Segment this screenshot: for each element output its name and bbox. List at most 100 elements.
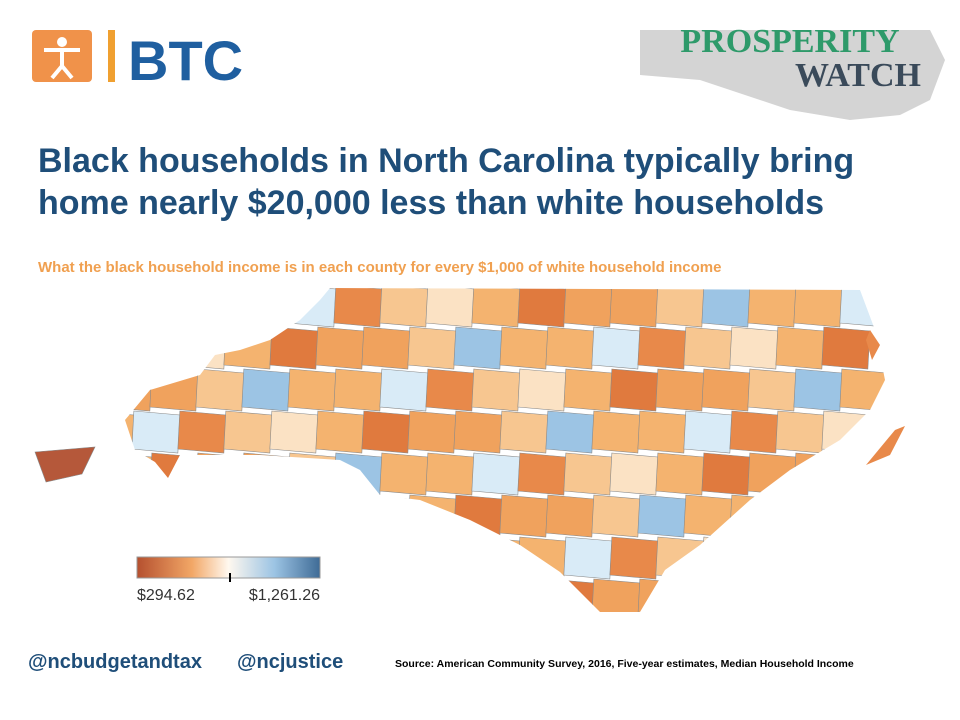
county [499,494,549,538]
county [499,578,549,612]
county [34,446,96,483]
county [471,288,521,328]
county [177,410,227,454]
county [223,410,273,454]
county [729,578,779,612]
county [131,326,181,370]
county [471,536,521,580]
county [361,578,411,612]
county [379,452,429,496]
county [655,452,705,496]
county [821,410,871,454]
source: Source: American Community Survey, 2016,… [395,658,854,670]
county [683,578,733,612]
logo-text: BTC [128,29,243,92]
county [379,536,429,580]
county [545,494,595,538]
county [517,288,567,328]
county [775,494,825,538]
county [425,536,475,580]
county [125,452,153,496]
county [407,578,457,612]
county [453,410,503,454]
county [361,410,411,454]
county [545,410,595,454]
legend-max: $1,261.26 [249,587,320,604]
county [866,426,905,465]
county [839,288,885,328]
county [425,452,475,496]
county [775,326,825,370]
county [866,330,880,360]
county [407,410,457,454]
county [793,452,843,496]
prosperity-watch-logo: PROSPERITY WATCH [640,23,945,120]
county [775,410,825,454]
county [793,536,843,580]
county [125,494,135,538]
county [361,326,411,370]
county [775,578,825,612]
county [729,494,779,538]
county [655,288,705,328]
county [287,452,337,496]
county [379,288,429,328]
county [545,578,595,612]
county [747,452,797,496]
county [407,494,457,538]
county [701,536,751,580]
county [517,452,567,496]
county [125,368,153,412]
county [591,494,641,538]
handle: @ncjustice [237,651,343,673]
county [333,288,383,328]
county [563,536,613,580]
county [637,578,687,612]
county [747,288,797,328]
county [453,326,503,370]
county [407,326,457,370]
county [453,494,503,538]
county [333,452,383,496]
county [563,452,613,496]
county [747,536,797,580]
county [563,368,613,412]
county [149,452,199,496]
county [747,368,797,412]
county [609,452,659,496]
county [591,410,641,454]
county [499,410,549,454]
county [269,410,319,454]
subtitle: What the black household income is in ea… [38,259,721,276]
handle: @ncbudgetandtax [28,651,202,673]
county [241,288,291,328]
county [131,494,181,538]
county [591,326,641,370]
county [637,410,687,454]
county [683,410,733,454]
county [729,410,779,454]
county [701,368,751,412]
county [125,578,135,612]
county [683,326,733,370]
county [563,288,613,328]
county [701,452,751,496]
county [195,368,245,412]
county [125,410,135,454]
county [609,288,659,328]
county [333,536,383,580]
county [701,288,751,328]
county [177,494,227,538]
county [333,368,383,412]
county [195,288,245,328]
county [729,326,779,370]
title-line: Black households in North Carolina typic… [38,142,854,180]
county [223,326,273,370]
county [195,452,245,496]
county [131,410,181,454]
county [287,288,337,328]
county [517,368,567,412]
county [545,326,595,370]
btc-logo: BTC [32,29,243,92]
